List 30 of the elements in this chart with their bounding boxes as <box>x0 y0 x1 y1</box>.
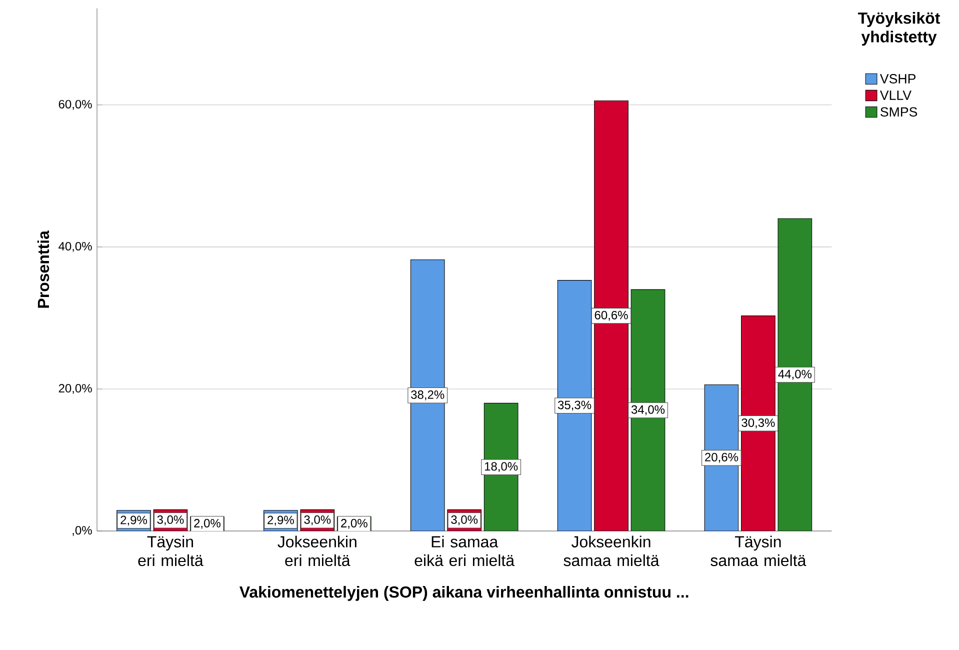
x-tick-label: Jokseenkin eri mieltä <box>278 536 356 566</box>
y-tick-label: 40,0% <box>58 242 92 252</box>
x-axis-title: Vakiomenettelyjen (SOP) aikana virheenhallinta onnistuu ... <box>239 586 688 601</box>
data-label: 3,0% <box>157 515 184 526</box>
data-label: 3,0% <box>451 515 478 526</box>
data-label: 60,6% <box>594 310 628 321</box>
data-label: 3,0% <box>304 515 331 526</box>
data-label: 35,3% <box>558 400 592 411</box>
data-label: 2,9% <box>120 516 147 526</box>
data-label: 30,3% <box>742 418 775 428</box>
data-label: 2,9% <box>268 516 294 526</box>
data-label: 2,0% <box>341 518 368 529</box>
x-tick-label: Ei samaa eikä eri mieltä <box>414 536 515 566</box>
y-tick-label: 20,0% <box>58 384 92 394</box>
data-label: 2,0% <box>194 518 220 529</box>
legend-title: Työyksiköt yhdistetty <box>858 12 940 46</box>
x-tick-label: Jokseenkin samaa mieltä <box>564 536 660 566</box>
data-label: 34,0% <box>631 405 665 416</box>
data-label: 44,0% <box>778 370 812 380</box>
legend-label: VLLV <box>880 90 912 100</box>
y-tick-label: 60,0% <box>58 100 92 110</box>
x-tick-label: Täysin samaa mieltä <box>710 536 806 566</box>
data-label: 38,2% <box>411 390 444 400</box>
legend-label: SMPS <box>880 107 918 117</box>
y-tick-label: ,0% <box>72 526 92 536</box>
data-label: 18,0% <box>484 462 518 472</box>
data-label: 20,6% <box>705 452 738 463</box>
legend-label: VSHP <box>880 74 916 84</box>
y-axis-title: Prosenttia <box>37 230 50 308</box>
x-tick-label: Täysin eri mieltä <box>138 536 204 566</box>
